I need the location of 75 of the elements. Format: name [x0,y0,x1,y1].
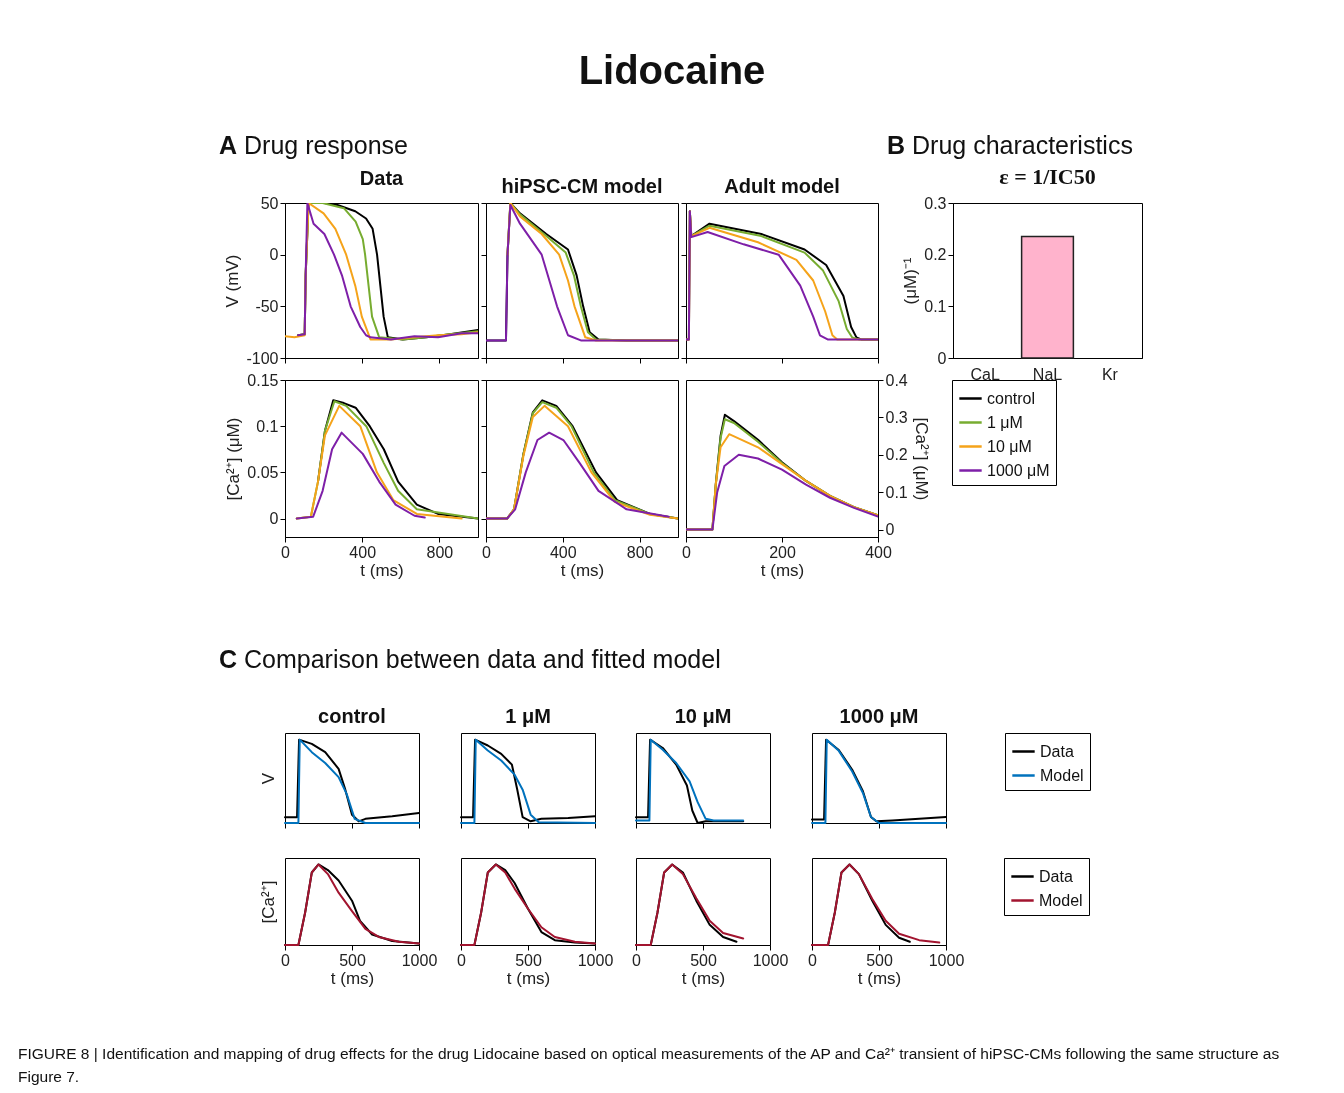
x-tick-label: 1000 [401,951,438,969]
y-tick-label: 50 [260,194,279,212]
y2-tick-label: 0.3 [885,408,908,426]
y2-tick-label: 0 [885,521,895,539]
x-axis-title: t (ms) [760,560,805,580]
legend-label: Data [1039,867,1073,885]
x-tick-label: 500 [866,951,893,969]
x-tick-label: 500 [690,951,717,969]
y-axis-title: [Ca²⁺] [258,880,278,924]
chart-title: 1 μM [505,705,551,727]
y-tick-label: 0.05 [247,463,279,481]
x-tick-label: 0 [281,951,291,969]
x-tick-label: NaL [1032,365,1063,383]
x-axis-title: t (ms) [857,968,902,988]
x-axis-title: t (ms) [560,560,605,580]
legend-label: 1 μM [987,413,1023,431]
x-tick-label: 1000 [928,951,965,969]
x-tick-label: 500 [339,951,366,969]
y-tick-label: -50 [255,297,279,315]
x-tick-label: 0 [457,951,467,969]
y-tick-label: 0 [937,349,947,367]
chart-title: control [318,705,386,727]
x-tick-label: 0 [682,543,692,561]
text: C Comparison between data and fitted model [219,645,721,674]
x-axis-title: t (ms) [360,560,404,580]
y-axis-title: [Ca²⁺] (μM) [224,417,244,501]
chart-title: 1000 μM [839,704,919,727]
y-tick-label: 0.3 [924,194,947,212]
x-tick-label: CaL [970,365,1000,383]
y-axis-title: (μM)⁻¹ [901,257,921,305]
x-axis-title: t (ms) [330,968,375,988]
x-tick-label: 400 [549,543,577,561]
x-tick-label: 0 [482,543,492,561]
chart-title: hiPSC-CM model [501,174,663,197]
legend-label: 10 μM [987,437,1032,455]
x-tick-label: 200 [769,543,796,561]
y-tick-label: 0.15 [247,371,279,389]
y2-axis-title: [Ca²⁺] (μM) [911,417,931,501]
caption: FIGURE 8 | Identification and mapping of drug effects for the drug Lidocaine based on optical measurements of the AP and Ca²⁺ transient of hiPSC-CMs following the same structure as Figure 7. [18,1044,1281,1087]
y-tick-label: 0.1 [924,297,947,315]
y2-tick-label: 0.4 [885,371,908,389]
y-tick-label: 0 [269,510,279,528]
x-tick-label: 800 [426,543,454,561]
chart-title: 10 μM [674,705,732,727]
y-axis-title: V (mV) [223,254,243,308]
x-axis-title: t (ms) [681,968,726,988]
x-axis-title: t (ms) [506,968,551,988]
text: Lidocaine [577,48,767,93]
y-tick-label: 0.2 [924,246,947,264]
chart-title: Adult model [724,174,840,197]
y-tick-label: 0.1 [256,417,279,435]
y-tick-label: 0 [269,246,279,264]
x-tick-label: 1000 [752,951,789,969]
x-tick-label: 400 [865,543,892,561]
x-tick-label: 500 [515,951,542,969]
text: B Drug characteristics [887,131,1133,160]
legend-label: Model [1039,891,1083,909]
legend-label: 1000 μM [987,461,1050,479]
y2-tick-label: 0.1 [885,483,908,501]
legend-label: Model [1040,766,1084,784]
text: A Drug response [219,131,408,160]
x-tick-label: 0 [281,543,291,561]
x-tick-label: 800 [626,543,654,561]
y-tick-label: -100 [246,349,279,367]
x-tick-label: 1000 [577,951,614,969]
chart-title: Data [359,167,405,189]
y-axis-title: V [258,772,278,785]
x-tick-label: 400 [349,543,377,561]
x-tick-label: 0 [632,951,642,969]
y2-tick-label: 0.2 [885,446,908,464]
x-tick-label: 0 [808,951,818,969]
x-tick-label: Kr [1101,365,1119,383]
chart-title: ε = 1/IC50 [999,164,1096,189]
legend-label: control [987,389,1036,407]
legend-label: Data [1040,742,1074,760]
